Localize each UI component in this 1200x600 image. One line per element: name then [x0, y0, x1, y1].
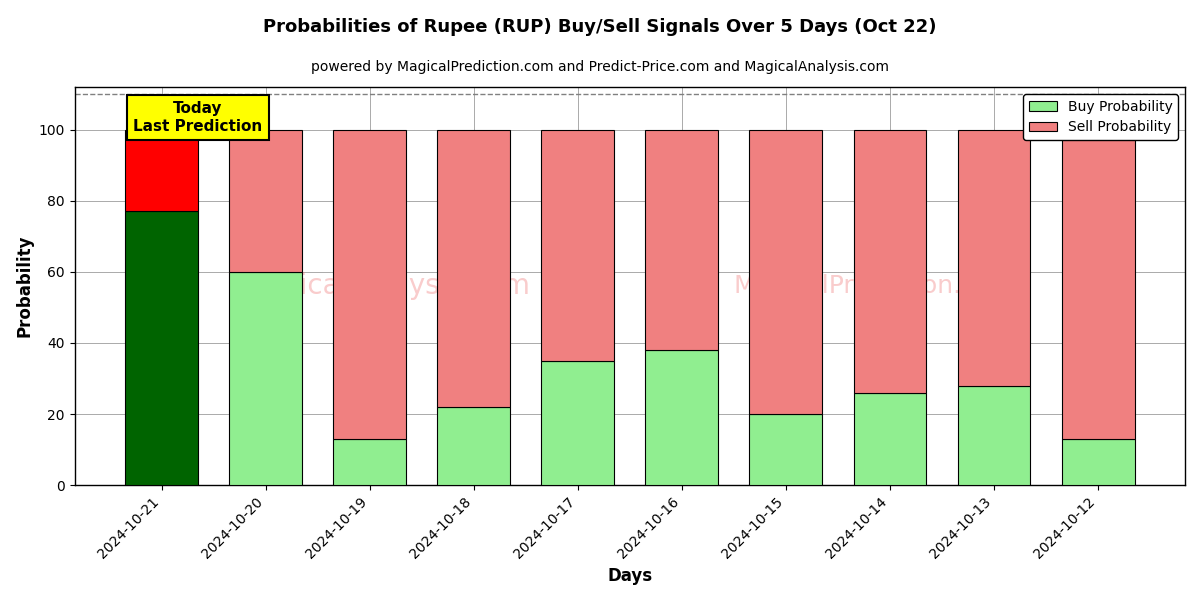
- Bar: [853, 130, 926, 393]
- Bar: [750, 414, 822, 485]
- Text: powered by MagicalPrediction.com and Predict-Price.com and MagicalAnalysis.com: powered by MagicalPrediction.com and Pre…: [311, 60, 889, 74]
- Text: MagicalAnalysis.com: MagicalAnalysis.com: [241, 272, 530, 300]
- Bar: [958, 130, 1031, 386]
- Bar: [229, 130, 302, 272]
- Legend: Buy Probability, Sell Probability: Buy Probability, Sell Probability: [1024, 94, 1178, 140]
- Bar: [853, 393, 926, 485]
- Y-axis label: Probability: Probability: [16, 235, 34, 337]
- Bar: [334, 130, 406, 439]
- Text: MagicalPrediction.com: MagicalPrediction.com: [733, 274, 1015, 298]
- Bar: [125, 130, 198, 211]
- Bar: [1062, 130, 1134, 439]
- X-axis label: Days: Days: [607, 567, 653, 585]
- Bar: [646, 350, 719, 485]
- Bar: [125, 211, 198, 485]
- Bar: [1062, 439, 1134, 485]
- Bar: [229, 272, 302, 485]
- Text: Probabilities of Rupee (RUP) Buy/Sell Signals Over 5 Days (Oct 22): Probabilities of Rupee (RUP) Buy/Sell Si…: [263, 18, 937, 36]
- Bar: [541, 130, 614, 361]
- Bar: [334, 439, 406, 485]
- Bar: [646, 130, 719, 350]
- Bar: [541, 361, 614, 485]
- Text: Today
Last Prediction: Today Last Prediction: [133, 101, 263, 134]
- Bar: [750, 130, 822, 414]
- Bar: [437, 130, 510, 407]
- Bar: [437, 407, 510, 485]
- Bar: [958, 386, 1031, 485]
